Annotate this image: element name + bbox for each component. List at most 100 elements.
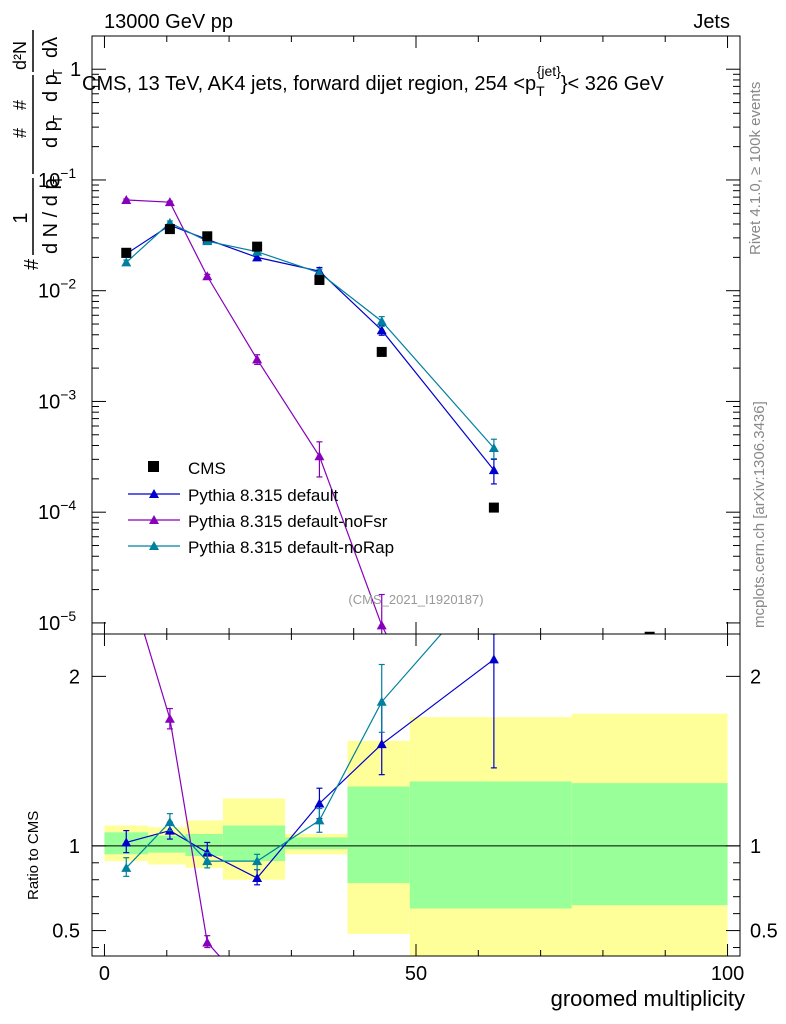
ratio-y-tick-label-right: 1 xyxy=(750,836,761,858)
series-line xyxy=(125,224,495,471)
ylabel-hash-1: # xyxy=(21,258,43,270)
header-left: 13000 GeV pp xyxy=(104,11,233,33)
chart-title: CMS, 13 TeV, AK4 jets, forward dijet reg… xyxy=(82,63,664,99)
title-sub: T xyxy=(536,83,545,99)
ratio-point xyxy=(202,856,213,866)
ylabel-dp2: d p xyxy=(40,74,62,102)
title-tail: }< 326 GeV xyxy=(561,73,665,95)
x-tick-label: 0 xyxy=(99,963,110,985)
ylabel-dp2-sub: T xyxy=(50,69,65,77)
legend: CMS Pythia 8.315 default Pythia 8.315 defa… xyxy=(128,459,394,557)
ratio-point xyxy=(252,873,263,883)
legend-label: Pythia 8.315 default-noRap xyxy=(188,538,394,557)
y-tick-label: 10−1 xyxy=(38,165,76,192)
series-point xyxy=(121,194,132,204)
series-point xyxy=(121,257,132,267)
ylabel-one: 1 xyxy=(10,212,32,223)
ylabel-dp-sub: T xyxy=(50,115,65,123)
ratio-point xyxy=(202,937,213,947)
ylabel-hash-2: # xyxy=(10,128,30,138)
y-tick-label: 10−2 xyxy=(38,276,76,303)
series-point xyxy=(202,271,213,281)
legend-marker xyxy=(149,489,159,498)
x-tick-label: 50 xyxy=(405,963,427,985)
ylabel-den-sub: T xyxy=(50,176,65,184)
axes: 0 50 100 10−1 10−2 10−3 10−4 10−5 1 0.5 0.5 1 1 2 2 xyxy=(38,36,778,985)
band-inner xyxy=(571,783,728,906)
ratio-y-axis-label: Ratio to CMS xyxy=(25,811,42,900)
ratio-point xyxy=(314,1005,324,1014)
series-point xyxy=(314,451,325,461)
y-tick-label: 10−5 xyxy=(38,608,76,635)
analysis-tag: (CMS_2021_I1920187) xyxy=(348,592,483,607)
ratio-point xyxy=(314,798,325,808)
series-point xyxy=(376,325,387,335)
ratio-point xyxy=(252,856,263,866)
y-tick-label: 10−3 xyxy=(38,386,76,413)
cms-point xyxy=(252,241,263,252)
ratio-point xyxy=(121,502,131,511)
ratio-y-tick-label-right: 0.5 xyxy=(750,921,778,943)
cms-point xyxy=(202,231,213,242)
ratio-point xyxy=(376,739,387,749)
ratio-panel xyxy=(121,502,499,1019)
series-point xyxy=(164,197,175,207)
legend-label: Pythia 8.315 default xyxy=(188,486,339,505)
header-right: Jets xyxy=(693,11,730,33)
band-inner xyxy=(409,781,572,909)
ylabel-d2n: d²N xyxy=(10,41,30,70)
band-inner xyxy=(185,833,223,857)
ratio-point xyxy=(164,713,175,723)
ratio-point xyxy=(121,837,132,847)
ratio-point xyxy=(314,815,325,825)
ratio-point xyxy=(489,1010,499,1019)
x-tick-label: 100 xyxy=(711,963,744,985)
band-inner xyxy=(285,837,348,850)
band-inner xyxy=(222,825,286,862)
cms-point xyxy=(644,631,655,634)
series-point xyxy=(252,354,263,364)
ratio-point xyxy=(377,1010,387,1019)
x-axis-label: groomed multiplicity xyxy=(551,986,745,1011)
y-tick-label-top: 1 xyxy=(70,59,81,81)
ylabel-dlambda: dλ xyxy=(40,37,62,58)
series-point xyxy=(488,465,499,475)
band-inner xyxy=(347,786,410,884)
ylabel-dp: d p xyxy=(40,120,62,148)
series-line xyxy=(125,222,495,449)
main-panel xyxy=(121,194,655,634)
cms-point xyxy=(376,346,387,357)
ratio-point xyxy=(252,993,262,1002)
series-point xyxy=(376,620,387,630)
ratio-point xyxy=(488,654,499,664)
rivet-label: Rivet 4.1.0, ≥ 100k events xyxy=(747,82,764,255)
title-sup: {jet} xyxy=(537,63,561,79)
ratio-point xyxy=(376,696,387,706)
cms-point xyxy=(164,224,175,235)
legend-cms-label: CMS xyxy=(188,459,226,478)
legend-marker xyxy=(149,515,159,524)
series-point xyxy=(376,316,387,326)
series-point xyxy=(314,267,325,277)
cms-point xyxy=(121,247,132,258)
band-inner xyxy=(148,835,186,853)
ratio-y-tick-label-right: 2 xyxy=(750,666,761,688)
ratio-y-tick-label: 0.5 xyxy=(52,921,80,943)
cms-point xyxy=(488,502,499,513)
ratio-point xyxy=(164,817,175,827)
ratio-y-tick-label: 2 xyxy=(69,666,80,688)
legend-cms-marker xyxy=(148,461,159,472)
title-main: CMS, 13 TeV, AK4 jets, forward dijet reg… xyxy=(82,73,536,95)
ylabel-hash-3: # xyxy=(10,100,30,110)
series-point xyxy=(488,442,499,452)
series-point xyxy=(252,252,263,262)
main-y-axis-label: # 1 d N / d p T # d p T # d²N d p T dλ xyxy=(10,30,65,270)
ylabel-den: d N / d p xyxy=(40,178,62,254)
ratio-bands xyxy=(92,713,740,956)
y-tick-label: 10−4 xyxy=(38,497,76,524)
legend-marker xyxy=(149,541,159,550)
cms-point xyxy=(314,274,325,285)
legend-label: Pythia 8.315 default-noFsr xyxy=(188,512,388,531)
mcplots-label: mcplots.cern.ch [arXiv:1306.3436] xyxy=(751,401,768,628)
